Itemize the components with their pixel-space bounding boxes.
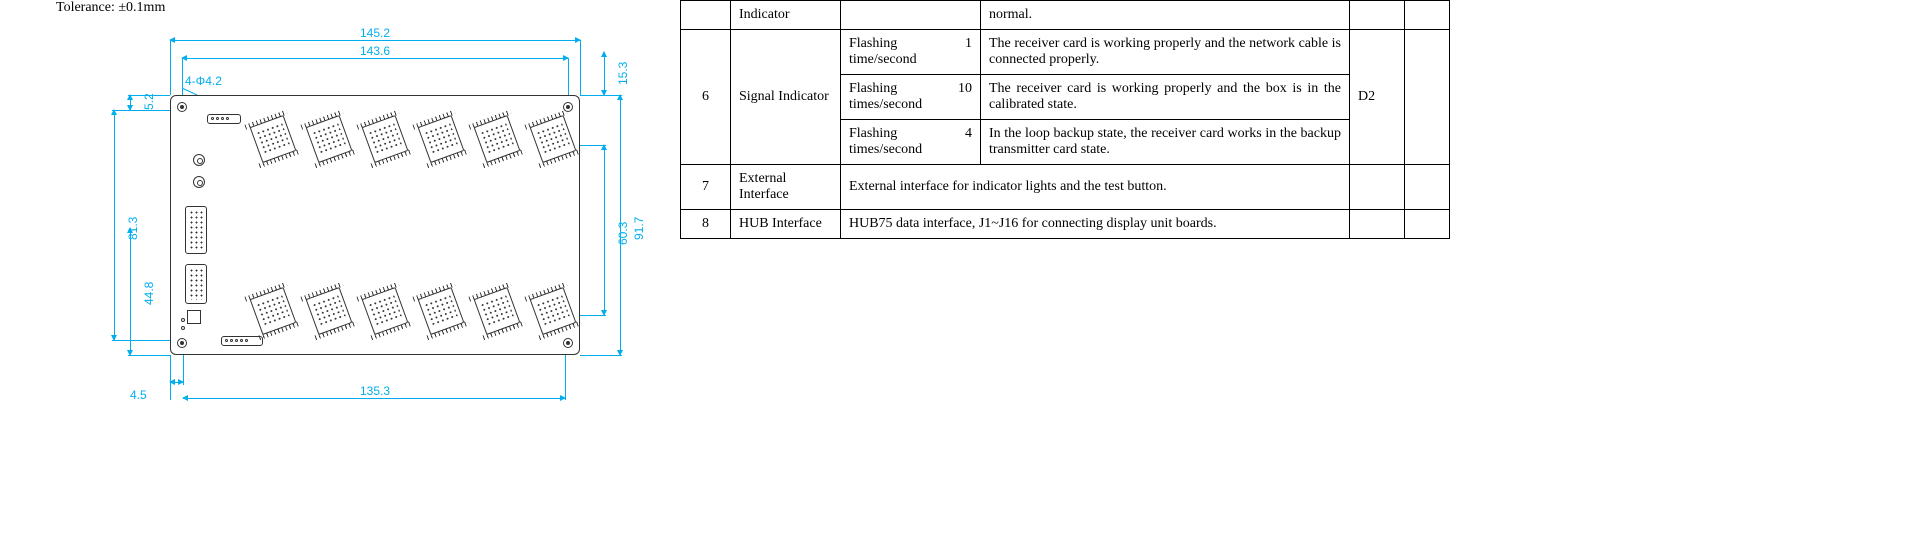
dim-top-inner: 143.6: [360, 44, 390, 58]
table-row: 7 External Interface External interface …: [681, 165, 1450, 210]
dim-left-upper: 5.2: [142, 93, 156, 110]
dim-top-outer: 145.2: [360, 26, 390, 40]
table-row: 8 HUB Interface HUB75 data interface, J1…: [681, 210, 1450, 239]
indicator-table: Indicator normal. 6 Signal Indicator Fla…: [680, 0, 1450, 239]
tolerance-label: Tolerance: ±0.1mm: [56, 0, 165, 16]
dim-right-top-small: 15.3: [616, 62, 630, 85]
pcb-drawing: 145.2 143.6 4-Φ4.2 91.7 60.3 15.3 5.2 81…: [110, 30, 630, 410]
pcb-outline: [170, 95, 580, 355]
dim-bottom-left-small: 4.5: [130, 388, 147, 402]
table-row: Indicator normal.: [681, 1, 1450, 30]
dim-bottom-span: 135.3: [360, 384, 390, 398]
dim-right-outer: 91.7: [632, 217, 646, 240]
hole-note: 4-Φ4.2: [185, 74, 222, 88]
table-row: 6 Signal Indicator Flashing 1 time/secon…: [681, 30, 1450, 75]
dim-left-lower: 44.8: [142, 282, 156, 305]
dim-right-inner: 60.3: [616, 222, 630, 245]
